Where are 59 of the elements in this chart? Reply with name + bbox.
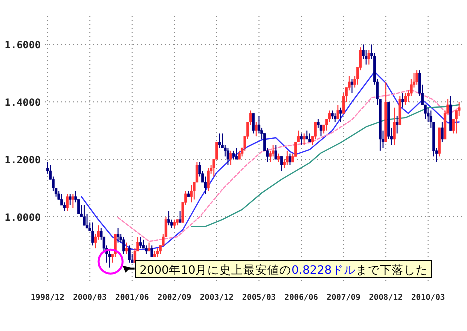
- candlestick: [416, 70, 418, 86]
- candlestick: [116, 228, 120, 244]
- candlestick: [286, 150, 289, 166]
- candlestick: [368, 50, 371, 66]
- candlestick: [86, 214, 89, 229]
- candlestick: [204, 176, 208, 194]
- x-tick-label: 2005/03: [242, 293, 276, 302]
- candlestick: [72, 194, 75, 209]
- candlestick: [336, 104, 340, 120]
- y-tick-label: 1.2000: [4, 156, 41, 167]
- line-series: [190, 104, 460, 228]
- candlestick: [404, 93, 408, 106]
- candlestick: [190, 184, 193, 204]
- candlestick: [92, 222, 94, 246]
- candlestick: [252, 113, 255, 134]
- candlestick: [274, 144, 278, 160]
- candlestick: [128, 245, 131, 264]
- x-tick-label: 2002/09: [158, 293, 192, 302]
- x-tick-label: 1998/12: [30, 293, 65, 302]
- candlestick: [350, 78, 354, 94]
- candlestick: [122, 236, 126, 255]
- candlestick: [178, 210, 182, 224]
- x-tick-label: 2000/03: [73, 293, 108, 302]
- candlestick: [280, 156, 284, 172]
- candlestick: [288, 153, 292, 166]
- candlestick: [402, 93, 404, 108]
- x-tick-label: 2006/06: [284, 293, 319, 302]
- x-tick-label: 2003/12: [200, 293, 234, 302]
- candlestick: [396, 116, 399, 134]
- candlestick: [139, 236, 142, 250]
- candlestick: [83, 204, 86, 226]
- candlestick: [69, 194, 72, 206]
- candlestick: [255, 122, 258, 138]
- candlestick: [300, 133, 303, 146]
- candlestick: [207, 168, 210, 192]
- candlestick: [235, 148, 238, 160]
- candlestick: [230, 150, 232, 166]
- candlestick: [168, 210, 170, 226]
- candlestick: [393, 107, 396, 146]
- candlestick: [314, 122, 317, 140]
- x-tick-label: 2001/06: [116, 293, 150, 302]
- y-tick-label: 1.4000: [4, 98, 41, 110]
- y-tick-label: 1.6000: [4, 40, 41, 52]
- candlestick: [218, 133, 222, 149]
- candlestick: [150, 245, 154, 258]
- candlestick: [328, 110, 332, 123]
- x-tick-label: 2007/09: [326, 293, 361, 302]
- candlestick: [340, 107, 342, 123]
- x-tick-label: 2008/12: [369, 293, 404, 302]
- y-tick-label: 1.0000: [4, 212, 41, 224]
- candlestick: [125, 242, 128, 255]
- candlestick: [458, 102, 461, 117]
- candlestick: [226, 148, 230, 166]
- candlestick: [66, 194, 69, 212]
- line-series: [81, 71, 460, 250]
- candlestick: [302, 133, 306, 146]
- candlestick: [441, 122, 444, 143]
- x-tick-label: 2010/03: [411, 293, 446, 302]
- annotation: 2000年10月に史上最安値の0.8228ドルまで下落した: [140, 262, 428, 277]
